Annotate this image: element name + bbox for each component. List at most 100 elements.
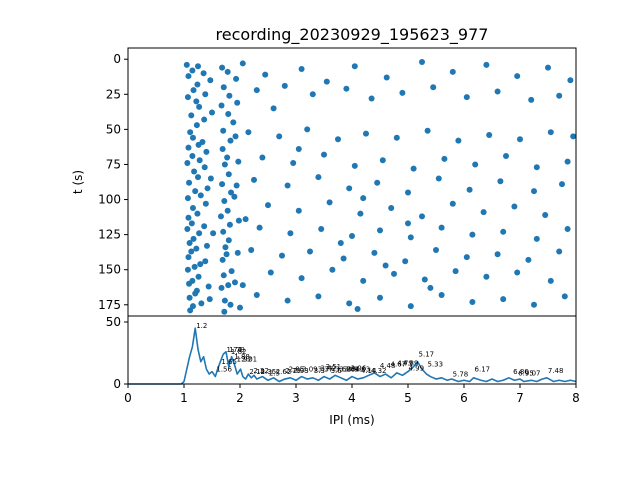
- scatter-point: [230, 119, 237, 126]
- scatter-point: [326, 199, 333, 206]
- scatter-point: [323, 78, 330, 85]
- scatter-point: [480, 209, 487, 216]
- scatter-point: [315, 293, 322, 300]
- scatter-point: [559, 181, 565, 188]
- peak-annotation-label: 2.15: [249, 368, 265, 376]
- scatter-point: [226, 92, 233, 99]
- scatter-point: [463, 94, 470, 101]
- scatter-point: [253, 87, 260, 94]
- peak-annotation-label: 1.56: [216, 366, 232, 374]
- scatter-point: [248, 247, 255, 254]
- scatter-point: [435, 175, 442, 182]
- scatter-point: [207, 77, 214, 84]
- peak-annotation-label: 2.85: [289, 366, 305, 374]
- scatter-point: [564, 158, 571, 165]
- scatter-point: [227, 137, 234, 144]
- scatter-point: [472, 161, 479, 168]
- scatter-point: [483, 273, 490, 280]
- scatter-point: [189, 134, 196, 141]
- scatter-point: [382, 262, 389, 269]
- scatter-point: [256, 224, 263, 231]
- scatter-point: [228, 189, 235, 196]
- scatter-point: [184, 266, 191, 273]
- scatter-point: [183, 61, 190, 68]
- peak-annotation-label: 1.65: [221, 358, 237, 366]
- x-tick-label: 7: [516, 391, 524, 405]
- scatter-point: [221, 297, 228, 304]
- scatter-point: [188, 112, 195, 119]
- scatter-point: [363, 130, 369, 137]
- x-tick-label: 0: [124, 391, 132, 405]
- scatter-point: [337, 240, 344, 247]
- scatter-point: [223, 251, 230, 258]
- scatter-point: [221, 197, 228, 204]
- scatter-point: [561, 293, 568, 300]
- scatter-point: [399, 89, 406, 96]
- scatter-point: [388, 204, 395, 211]
- scatter-point: [469, 231, 476, 238]
- scatter-point: [202, 258, 209, 265]
- scatter-point: [220, 127, 227, 134]
- scatter-point: [201, 116, 208, 123]
- scatter-point: [193, 245, 200, 252]
- scatter-point: [265, 202, 271, 209]
- x-tick-label: 8: [572, 391, 580, 405]
- scatter-point: [284, 297, 291, 304]
- scatter-point: [494, 88, 501, 95]
- scatter-point: [196, 103, 203, 110]
- scatter-point: [517, 136, 523, 143]
- scatter-point: [205, 283, 212, 290]
- scatter-point: [343, 85, 350, 92]
- peak-annotation-label: 3.3: [314, 367, 325, 375]
- y-tick-label: 175: [98, 298, 121, 312]
- scatter-point: [346, 185, 353, 192]
- scatter-point: [191, 263, 198, 270]
- scatter-point: [204, 185, 211, 192]
- scatter-point: [191, 168, 198, 175]
- scatter-point: [219, 256, 226, 263]
- scatter-point: [514, 73, 521, 80]
- scatter-point: [262, 71, 269, 78]
- scatter-point: [221, 161, 228, 168]
- peak-annotation-label: 7.48: [548, 367, 564, 375]
- scatter-point: [407, 234, 414, 241]
- scatter-point: [245, 129, 252, 136]
- scatter-point: [281, 82, 288, 89]
- x-tick-label: 1: [180, 391, 188, 405]
- peak-annotation-label: 3.68: [335, 366, 351, 374]
- scatter-point: [199, 139, 206, 146]
- scatter-point: [235, 217, 242, 224]
- scatter-point: [195, 174, 201, 181]
- scatter-point: [377, 294, 383, 301]
- peak-annotation-label: 3.76: [340, 366, 356, 374]
- scatter-point: [219, 146, 226, 153]
- scatter-point: [315, 174, 322, 181]
- y-tick-label: 25: [106, 87, 121, 101]
- scatter-point: [309, 91, 316, 98]
- scatter-point: [184, 226, 191, 233]
- scatter-point: [187, 129, 194, 136]
- scatter-point: [567, 77, 574, 84]
- scatter-point: [209, 109, 215, 116]
- scatter-point: [511, 203, 518, 210]
- peak-annotation-label: 1.79: [229, 346, 245, 354]
- scatter-point: [197, 192, 204, 199]
- scatter-point: [287, 230, 294, 237]
- scatter-point: [427, 284, 434, 291]
- scatter-point: [225, 282, 232, 289]
- scatter-point: [290, 160, 297, 167]
- scatter-point: [234, 99, 241, 106]
- peak-annotation-label: 5.17: [419, 351, 435, 359]
- scatter-point: [197, 261, 204, 268]
- peak-annotation-label: 3.9: [347, 366, 358, 374]
- peak-annotation-label: 3.51: [326, 363, 342, 371]
- scatter-point: [203, 148, 210, 155]
- scatter-point: [346, 300, 353, 307]
- y-tick-label: 0: [113, 52, 121, 66]
- peak-annotation-label: 3.84: [344, 366, 360, 374]
- scatter-point: [193, 287, 200, 294]
- histogram-line: [128, 327, 577, 385]
- scatter-point: [233, 75, 240, 82]
- scatter-point: [221, 308, 228, 315]
